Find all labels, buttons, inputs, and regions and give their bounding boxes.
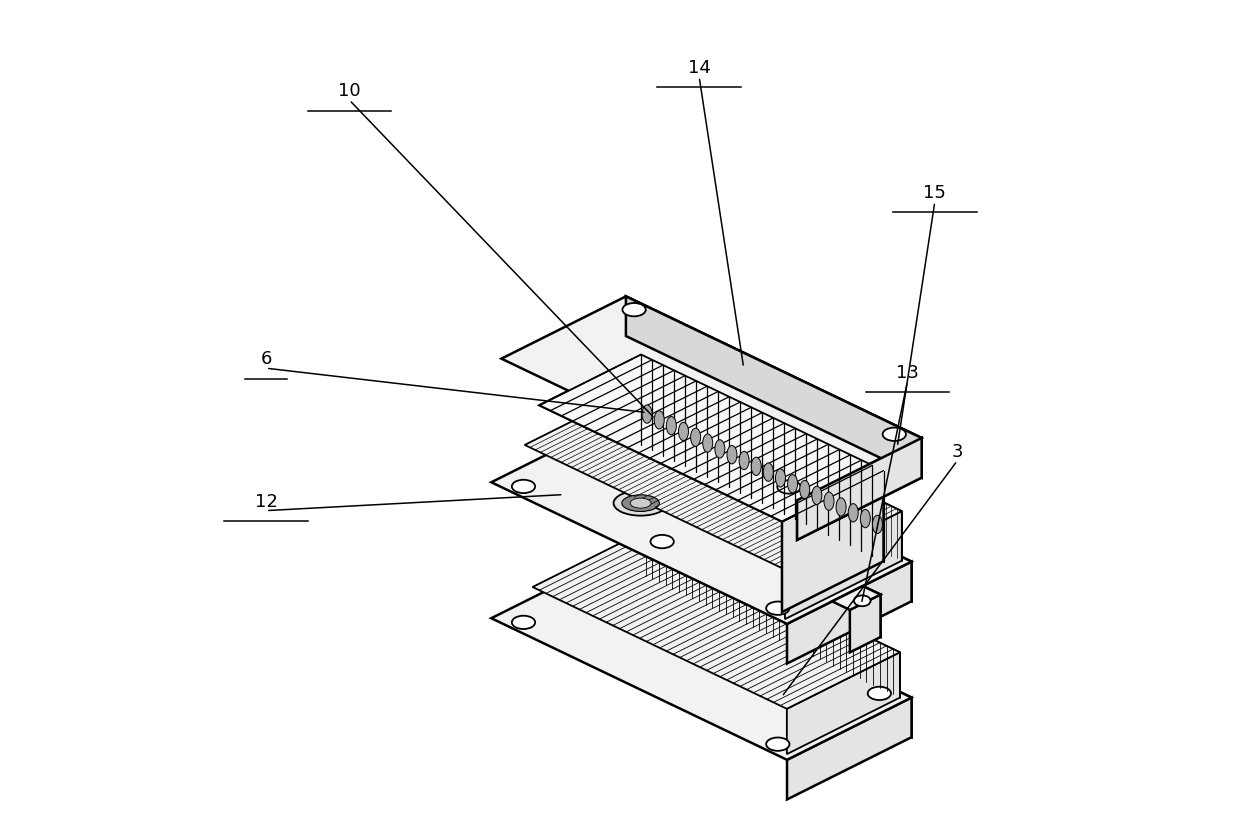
Polygon shape bbox=[787, 697, 911, 800]
Ellipse shape bbox=[739, 451, 749, 470]
Ellipse shape bbox=[883, 427, 906, 441]
Polygon shape bbox=[787, 652, 900, 754]
Ellipse shape bbox=[630, 498, 651, 508]
Polygon shape bbox=[785, 511, 901, 619]
Ellipse shape bbox=[691, 428, 701, 446]
Ellipse shape bbox=[614, 565, 636, 578]
Ellipse shape bbox=[622, 495, 660, 511]
Ellipse shape bbox=[777, 481, 801, 494]
Polygon shape bbox=[863, 586, 880, 637]
Text: 6: 6 bbox=[260, 350, 272, 368]
Ellipse shape bbox=[787, 475, 797, 493]
Polygon shape bbox=[641, 355, 884, 561]
Polygon shape bbox=[626, 297, 921, 477]
Ellipse shape bbox=[622, 303, 646, 317]
Ellipse shape bbox=[678, 422, 688, 441]
Polygon shape bbox=[501, 297, 921, 501]
Text: 14: 14 bbox=[688, 58, 711, 77]
Ellipse shape bbox=[512, 480, 536, 493]
Polygon shape bbox=[616, 420, 911, 601]
Ellipse shape bbox=[764, 463, 774, 481]
Ellipse shape bbox=[714, 440, 725, 458]
Ellipse shape bbox=[854, 596, 870, 606]
Text: 10: 10 bbox=[339, 82, 361, 100]
Polygon shape bbox=[616, 556, 911, 737]
Ellipse shape bbox=[642, 405, 652, 423]
Polygon shape bbox=[787, 561, 911, 664]
Polygon shape bbox=[832, 586, 880, 610]
Ellipse shape bbox=[848, 504, 858, 522]
Ellipse shape bbox=[823, 492, 835, 511]
Polygon shape bbox=[849, 595, 880, 652]
Ellipse shape bbox=[800, 481, 810, 499]
Polygon shape bbox=[491, 420, 911, 624]
Polygon shape bbox=[782, 471, 884, 612]
Ellipse shape bbox=[873, 516, 883, 534]
Ellipse shape bbox=[727, 446, 737, 464]
Ellipse shape bbox=[666, 416, 676, 435]
Text: 3: 3 bbox=[951, 442, 963, 461]
Polygon shape bbox=[797, 438, 921, 540]
Ellipse shape bbox=[836, 498, 846, 516]
Ellipse shape bbox=[861, 510, 870, 528]
Ellipse shape bbox=[751, 457, 761, 476]
Ellipse shape bbox=[812, 486, 822, 505]
Ellipse shape bbox=[651, 535, 673, 548]
Polygon shape bbox=[491, 556, 911, 760]
Ellipse shape bbox=[775, 469, 785, 487]
Text: 15: 15 bbox=[924, 183, 946, 202]
Ellipse shape bbox=[703, 434, 713, 452]
Ellipse shape bbox=[614, 429, 636, 442]
Ellipse shape bbox=[614, 491, 667, 516]
Polygon shape bbox=[525, 387, 901, 570]
Ellipse shape bbox=[655, 411, 665, 429]
Polygon shape bbox=[532, 531, 900, 709]
Ellipse shape bbox=[766, 601, 790, 615]
Ellipse shape bbox=[766, 737, 790, 751]
Polygon shape bbox=[626, 297, 921, 477]
Text: 12: 12 bbox=[254, 492, 278, 511]
Polygon shape bbox=[797, 438, 921, 540]
Polygon shape bbox=[646, 531, 900, 697]
Polygon shape bbox=[641, 387, 901, 561]
Text: 13: 13 bbox=[897, 363, 919, 382]
Ellipse shape bbox=[868, 686, 892, 700]
Polygon shape bbox=[539, 355, 884, 521]
Ellipse shape bbox=[512, 616, 536, 629]
Polygon shape bbox=[539, 355, 884, 521]
